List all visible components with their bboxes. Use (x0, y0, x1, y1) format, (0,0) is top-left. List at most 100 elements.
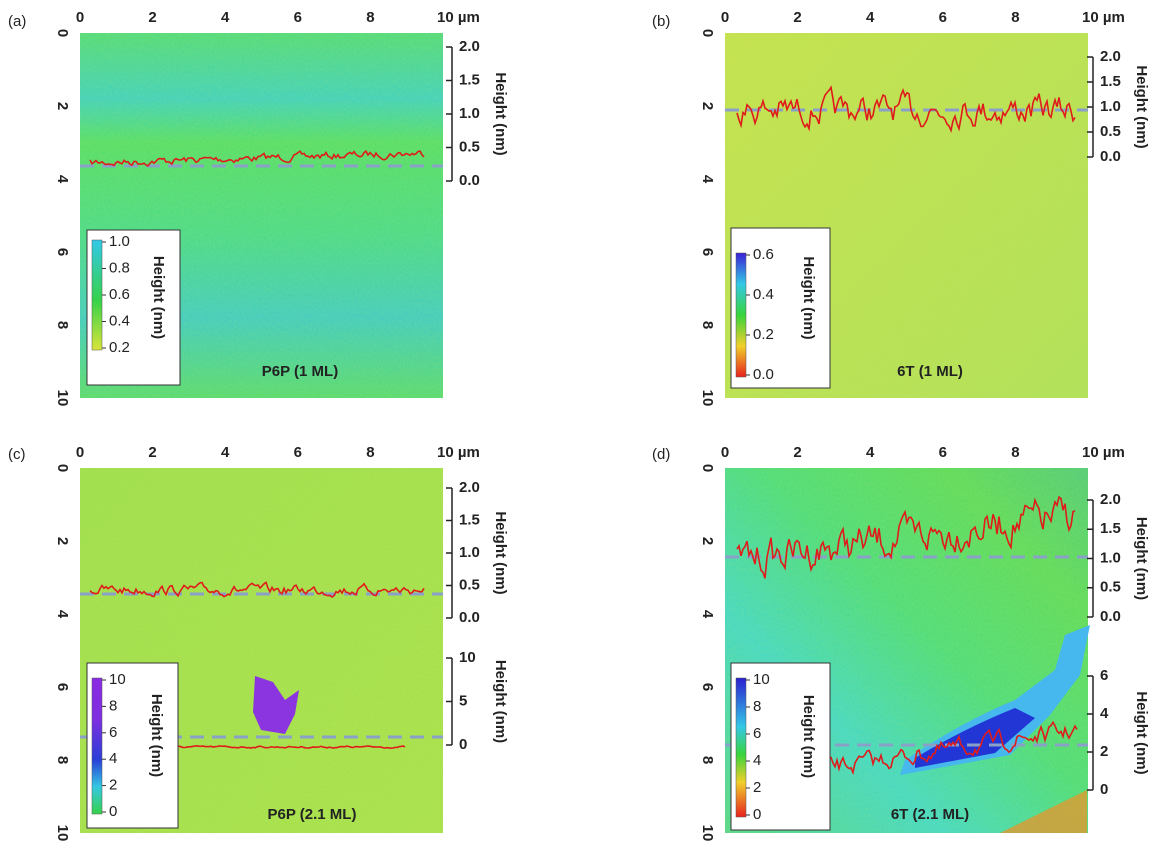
x-tick-label: 2 (148, 9, 156, 26)
height-profile (89, 149, 425, 167)
y-tick-label: 4 (54, 175, 71, 184)
height-axis-label: Height (nm) (1133, 691, 1150, 774)
colorbar-tick-label: 4 (109, 750, 117, 767)
panel: (a) 0 2 4 6 8 10 µm 0 2 4 6 8 10 2.0 1.5 1.0 0.5 0.0 Heigh… (8, 9, 509, 406)
colorbar-label: Height (nm) (148, 694, 165, 777)
y-tick-label: 10 (699, 390, 716, 407)
sample-title: P6P (2.1 ML) (268, 806, 357, 823)
x-tick-label: 4 (221, 9, 230, 26)
height-tick-label: 0.0 (459, 609, 480, 626)
colorbar-tick-label: 10 (109, 671, 126, 688)
colorbar-label: Height (nm) (800, 695, 817, 778)
y-tick-label: 8 (54, 756, 71, 764)
height-tick-label: 0.0 (1100, 148, 1121, 165)
y-tick-label: 2 (699, 102, 716, 110)
y-tick-label: 10 (54, 825, 71, 842)
height-tick-label: 1.5 (1100, 520, 1121, 537)
island (915, 708, 1035, 768)
colorbar-tick-label: 10 (753, 671, 770, 688)
y-tick-label: 10 (699, 825, 716, 842)
y-tick-label: 4 (699, 175, 716, 184)
height-profile (736, 85, 1076, 133)
y-tick-label: 0 (54, 29, 71, 37)
height-tick-label: 10 (459, 649, 476, 666)
height-tick-label: 1.0 (1100, 98, 1121, 115)
height-tick-label: 1.0 (459, 105, 480, 122)
colorbar-tick-label: 2 (753, 779, 761, 796)
panel: (b) 0 2 4 6 8 10 µm 0 2 4 6 8 10 2.0 1.5 1.0 0.5 0.0 Heigh… (652, 9, 1150, 406)
height-tick-label: 4 (1100, 705, 1109, 722)
x-tick-label: 8 (1011, 444, 1019, 461)
colorbar-label: Height (nm) (800, 256, 817, 339)
height-tick-label: 2.0 (459, 38, 480, 55)
y-tick-label: 6 (699, 248, 716, 256)
x-tick-label: 6 (939, 444, 947, 461)
island (900, 625, 1090, 775)
y-tick-label: 4 (699, 610, 716, 619)
height-tick-label: 1.5 (1100, 73, 1121, 90)
colorbar-tick-label: 8 (753, 698, 761, 715)
x-tick-label: 6 (294, 444, 302, 461)
height-profile (89, 581, 425, 598)
height-tick-label: 5 (459, 692, 467, 709)
sample-title: 6T (1 ML) (897, 363, 963, 380)
height-tick-label: 1.0 (459, 544, 480, 561)
colorbar-box (730, 662, 831, 831)
height-tick-label: 2 (1100, 743, 1108, 760)
x-tick-label: 10 µm (437, 444, 480, 461)
colorbar-box (86, 229, 181, 386)
height-tick-label: 2.0 (459, 479, 480, 496)
height-tick-label: 0.0 (1100, 608, 1121, 625)
height-tick-label: 6 (1100, 667, 1108, 684)
height-tick-label: 1.5 (459, 71, 480, 88)
y-tick-label: 8 (699, 321, 716, 329)
x-tick-label: 4 (866, 444, 875, 461)
height-tick-label: 0.5 (1100, 579, 1121, 596)
panel-label: (b) (652, 13, 670, 30)
height-tick-label: 0.0 (459, 172, 480, 189)
x-tick-label: 2 (793, 444, 801, 461)
y-tick-label: 10 (54, 390, 71, 407)
y-tick-label: 0 (699, 464, 716, 472)
colorbar (735, 677, 747, 818)
x-tick-label: 10 µm (1082, 444, 1125, 461)
colorbar (91, 677, 103, 815)
x-tick-label: 8 (1011, 9, 1019, 26)
height-profile (174, 744, 406, 750)
colorbar-tick-label: 0.4 (109, 312, 130, 329)
x-tick-label: 0 (76, 444, 84, 461)
colorbar-tick-label: 0 (753, 806, 761, 823)
colorbar-tick-label: 4 (753, 752, 761, 769)
colorbar-tick-label: 8 (109, 697, 117, 714)
y-tick-label: 4 (54, 610, 71, 619)
height-profile (816, 720, 1078, 776)
height-axis-label: Height (nm) (492, 660, 509, 743)
height-tick-label: 0.5 (459, 138, 480, 155)
height-tick-label: 0.5 (1100, 123, 1121, 140)
x-tick-label: 8 (366, 9, 374, 26)
height-axis-label: Height (nm) (492, 72, 509, 155)
x-tick-label: 6 (294, 9, 302, 26)
island (253, 676, 299, 734)
x-tick-label: 10 µm (1082, 9, 1125, 26)
x-tick-label: 4 (866, 9, 875, 26)
height-tick-label: 0 (459, 736, 467, 753)
colorbar-tick-label: 0.8 (109, 259, 130, 276)
height-tick-label: 1.5 (459, 511, 480, 528)
panel-label: (d) (652, 446, 670, 463)
colorbar-tick-label: 0.6 (109, 286, 130, 303)
height-tick-label: 2.0 (1100, 491, 1121, 508)
x-tick-label: 0 (721, 444, 729, 461)
x-tick-label: 2 (793, 9, 801, 26)
height-axis-label: Height (nm) (1133, 65, 1150, 148)
colorbar-tick-label: 0.2 (109, 339, 130, 356)
colorbar-tick-label: 2 (109, 777, 117, 794)
colorbar-tick-label: 0.0 (753, 366, 774, 383)
y-tick-label: 0 (699, 29, 716, 37)
sample-title: P6P (1 ML) (262, 363, 338, 380)
x-tick-label: 4 (221, 444, 230, 461)
x-tick-label: 2 (148, 444, 156, 461)
y-tick-label: 8 (699, 756, 716, 764)
x-tick-label: 8 (366, 444, 374, 461)
x-tick-label: 0 (76, 9, 84, 26)
